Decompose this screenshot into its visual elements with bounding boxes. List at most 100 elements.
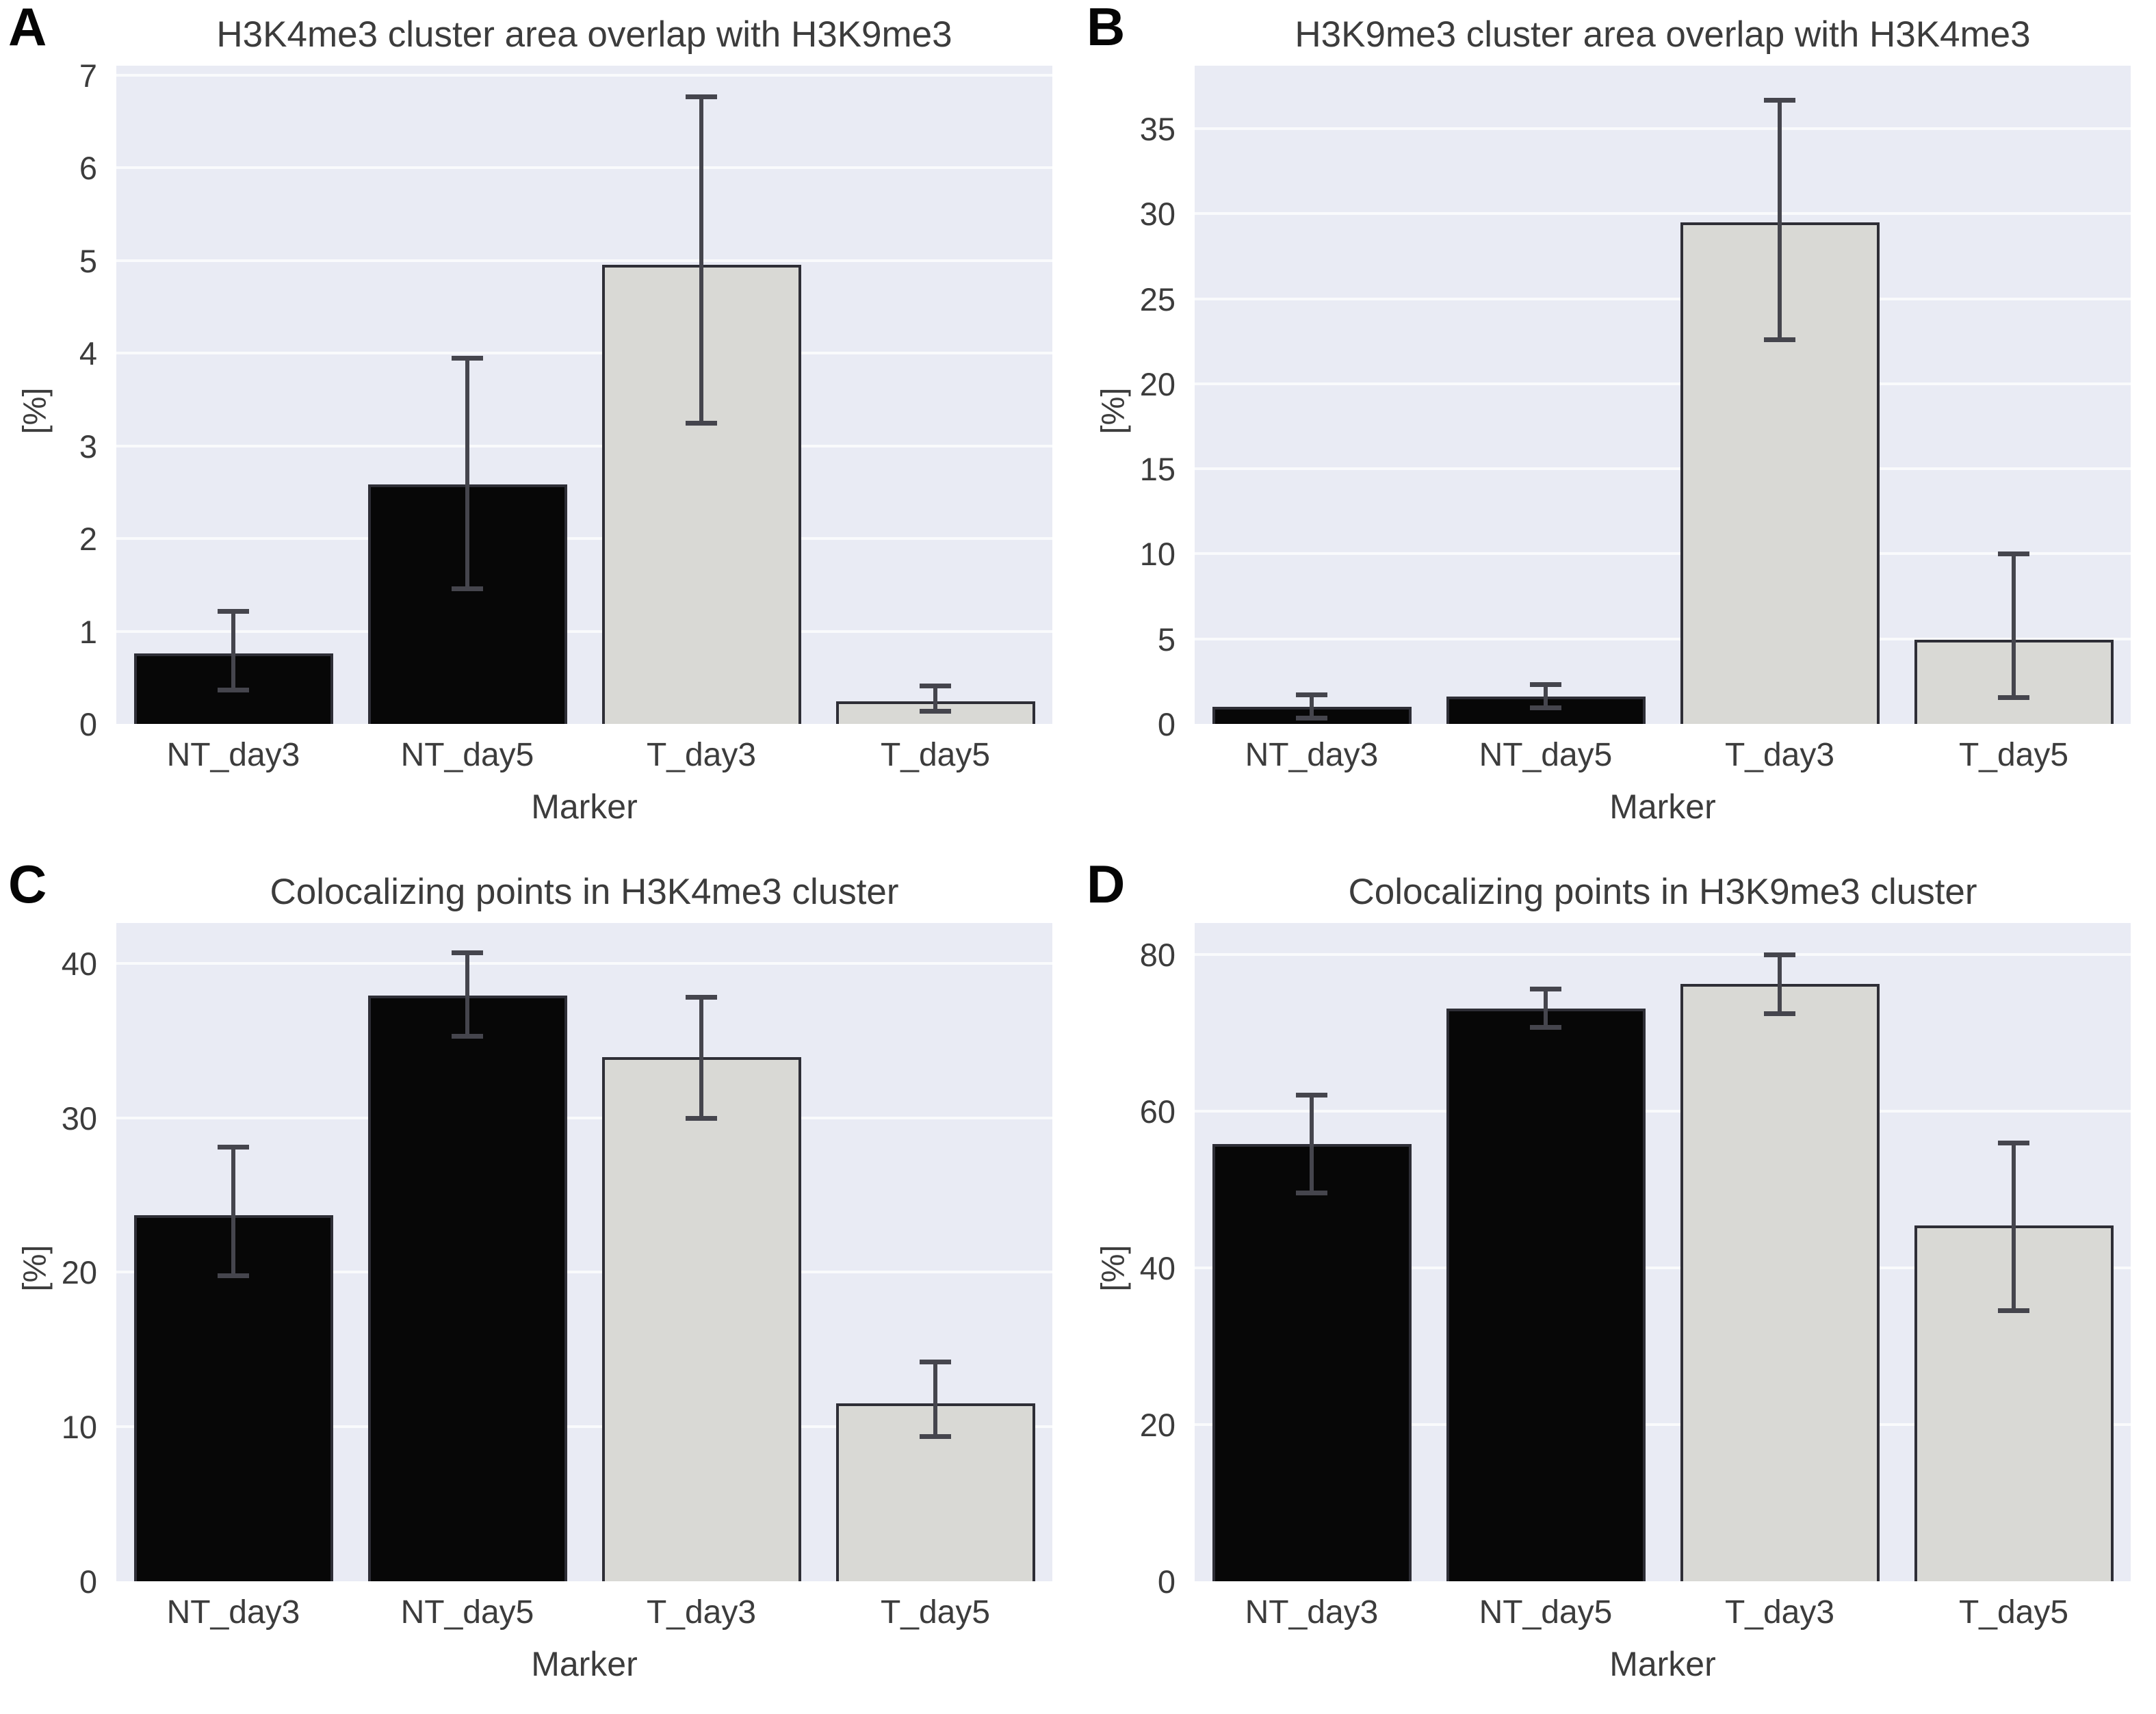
- error-bar-cap: [452, 355, 483, 361]
- error-bar-NT_day5: [1544, 684, 1548, 708]
- error-bar-T_day3: [699, 997, 703, 1118]
- x-tick-label-T_day3: T_day3: [1724, 737, 1835, 773]
- x-tick-label-NT_day3: NT_day3: [166, 737, 300, 773]
- y-tick-label: 7: [79, 57, 97, 94]
- error-bar-cap: [218, 687, 249, 692]
- x-tick-label-NT_day5: NT_day5: [400, 737, 534, 773]
- panel-d: D Colocalizing points in H3K9me3 cluster 0…: [1078, 857, 2156, 1714]
- error-bar-cap: [1530, 681, 1561, 687]
- x-tick-label-NT_day3: NT_day3: [166, 1594, 300, 1631]
- y-tick-label: 80: [1139, 936, 1176, 973]
- y-tick-label: 4: [79, 335, 97, 372]
- x-tick-label-T_day5: T_day5: [1958, 1594, 2069, 1631]
- error-bar-NT_day5: [465, 952, 469, 1036]
- gridline: [1195, 297, 2131, 300]
- error-bar-NT_day5: [1544, 989, 1548, 1028]
- bar-NT_day5: [1446, 1008, 1646, 1581]
- y-tick-label: 1: [79, 613, 97, 650]
- panel-letter-b: B: [1087, 0, 1126, 57]
- error-bar-cap: [218, 1273, 249, 1278]
- bar-NT_day3: [1212, 1143, 1412, 1581]
- y-tick-label: 25: [1139, 281, 1176, 317]
- x-tick-label-T_day3: T_day3: [1724, 1594, 1835, 1631]
- y-tick-label: 10: [61, 1409, 97, 1446]
- gridline: [116, 166, 1052, 170]
- y-tick-label: 60: [1139, 1093, 1176, 1130]
- panel-letter-a: A: [8, 0, 47, 57]
- gridline: [116, 1271, 1052, 1274]
- error-bar-cap: [452, 950, 483, 955]
- y-tick-label: 0: [1157, 706, 1176, 742]
- y-tick-label: 30: [1139, 196, 1176, 233]
- error-bar-cap: [920, 684, 951, 689]
- y-tick-label: 15: [1139, 451, 1176, 488]
- x-axis-label: Marker: [531, 788, 638, 826]
- gridline: [116, 1116, 1052, 1119]
- gridline: [1195, 1109, 2131, 1113]
- y-axis-label: [%]: [1094, 1245, 1131, 1292]
- x-tick-label-T_day5: T_day5: [880, 1594, 991, 1631]
- y-tick-label: 0: [1157, 1563, 1176, 1600]
- error-bar-cap: [686, 1115, 717, 1121]
- gridline: [1195, 212, 2131, 216]
- gridline: [1195, 552, 2131, 556]
- error-bar-cap: [1998, 1308, 2029, 1313]
- y-tick-label: 30: [61, 1100, 97, 1137]
- plot-area: [1195, 66, 2131, 724]
- y-tick-label: 20: [61, 1254, 97, 1291]
- gridline: [116, 537, 1052, 540]
- y-tick-label: 6: [79, 150, 97, 187]
- gridline: [1195, 467, 2131, 471]
- chart-title: Colocalizing points in H3K4me3 cluster: [270, 872, 899, 912]
- error-bar-cap: [1764, 97, 1795, 103]
- chart-title: H3K9me3 cluster area overlap with H3K4me…: [1295, 14, 2031, 55]
- x-tick-label-T_day3: T_day3: [646, 737, 757, 773]
- bar-T_day3: [1680, 984, 1880, 1581]
- error-bar-cap: [452, 586, 483, 592]
- y-axis-label: [%]: [1094, 387, 1131, 434]
- y-tick-label: 0: [79, 1563, 97, 1600]
- x-axis-label: Marker: [531, 1645, 638, 1683]
- error-bar-cap: [1764, 1011, 1795, 1016]
- gridline: [116, 352, 1052, 355]
- y-tick-label: 40: [1139, 1249, 1176, 1286]
- x-tick-label-NT_day5: NT_day5: [1479, 737, 1613, 773]
- error-bar-NT_day3: [1310, 1094, 1314, 1193]
- bar-NT_day5: [367, 996, 567, 1581]
- gridline: [1195, 1423, 2131, 1426]
- x-tick-label-T_day3: T_day3: [646, 1594, 757, 1631]
- error-bar-cap: [1998, 695, 2029, 701]
- y-axis-label: [%]: [16, 387, 53, 434]
- error-bar-cap: [686, 94, 717, 99]
- gridline: [116, 73, 1052, 77]
- error-bar-T_day3: [1778, 954, 1782, 1013]
- error-bar-NT_day5: [465, 357, 469, 589]
- gridline: [116, 259, 1052, 262]
- y-tick-label: 5: [1157, 621, 1176, 658]
- x-tick-label-T_day5: T_day5: [1958, 737, 2069, 773]
- chart-title: H3K4me3 cluster area overlap with H3K9me…: [216, 14, 952, 55]
- y-tick-label: 0: [79, 706, 97, 742]
- error-bar-cap: [1530, 987, 1561, 992]
- error-bar-NT_day3: [231, 610, 235, 690]
- y-tick-label: 5: [79, 242, 97, 279]
- error-bar-cap: [920, 709, 951, 714]
- error-bar-cap: [1296, 1190, 1327, 1195]
- plot-area: [116, 923, 1052, 1581]
- error-bar-cap: [686, 420, 717, 426]
- error-bar-NT_day3: [231, 1147, 235, 1275]
- error-bar-cap: [686, 995, 717, 1000]
- gridline: [1195, 952, 2131, 956]
- error-bar-cap: [218, 608, 249, 614]
- gridline: [116, 961, 1052, 965]
- panel-letter-c: C: [8, 854, 47, 914]
- y-tick-label: 20: [1139, 1406, 1176, 1443]
- error-bar-cap: [1296, 715, 1327, 720]
- error-bar-T_day5: [933, 1362, 937, 1436]
- error-bar-cap: [1530, 1025, 1561, 1030]
- error-bar-cap: [1998, 551, 2029, 557]
- gridline: [1195, 1266, 2131, 1269]
- y-axis-label: [%]: [16, 1245, 53, 1292]
- x-tick-label-NT_day3: NT_day3: [1245, 1594, 1379, 1631]
